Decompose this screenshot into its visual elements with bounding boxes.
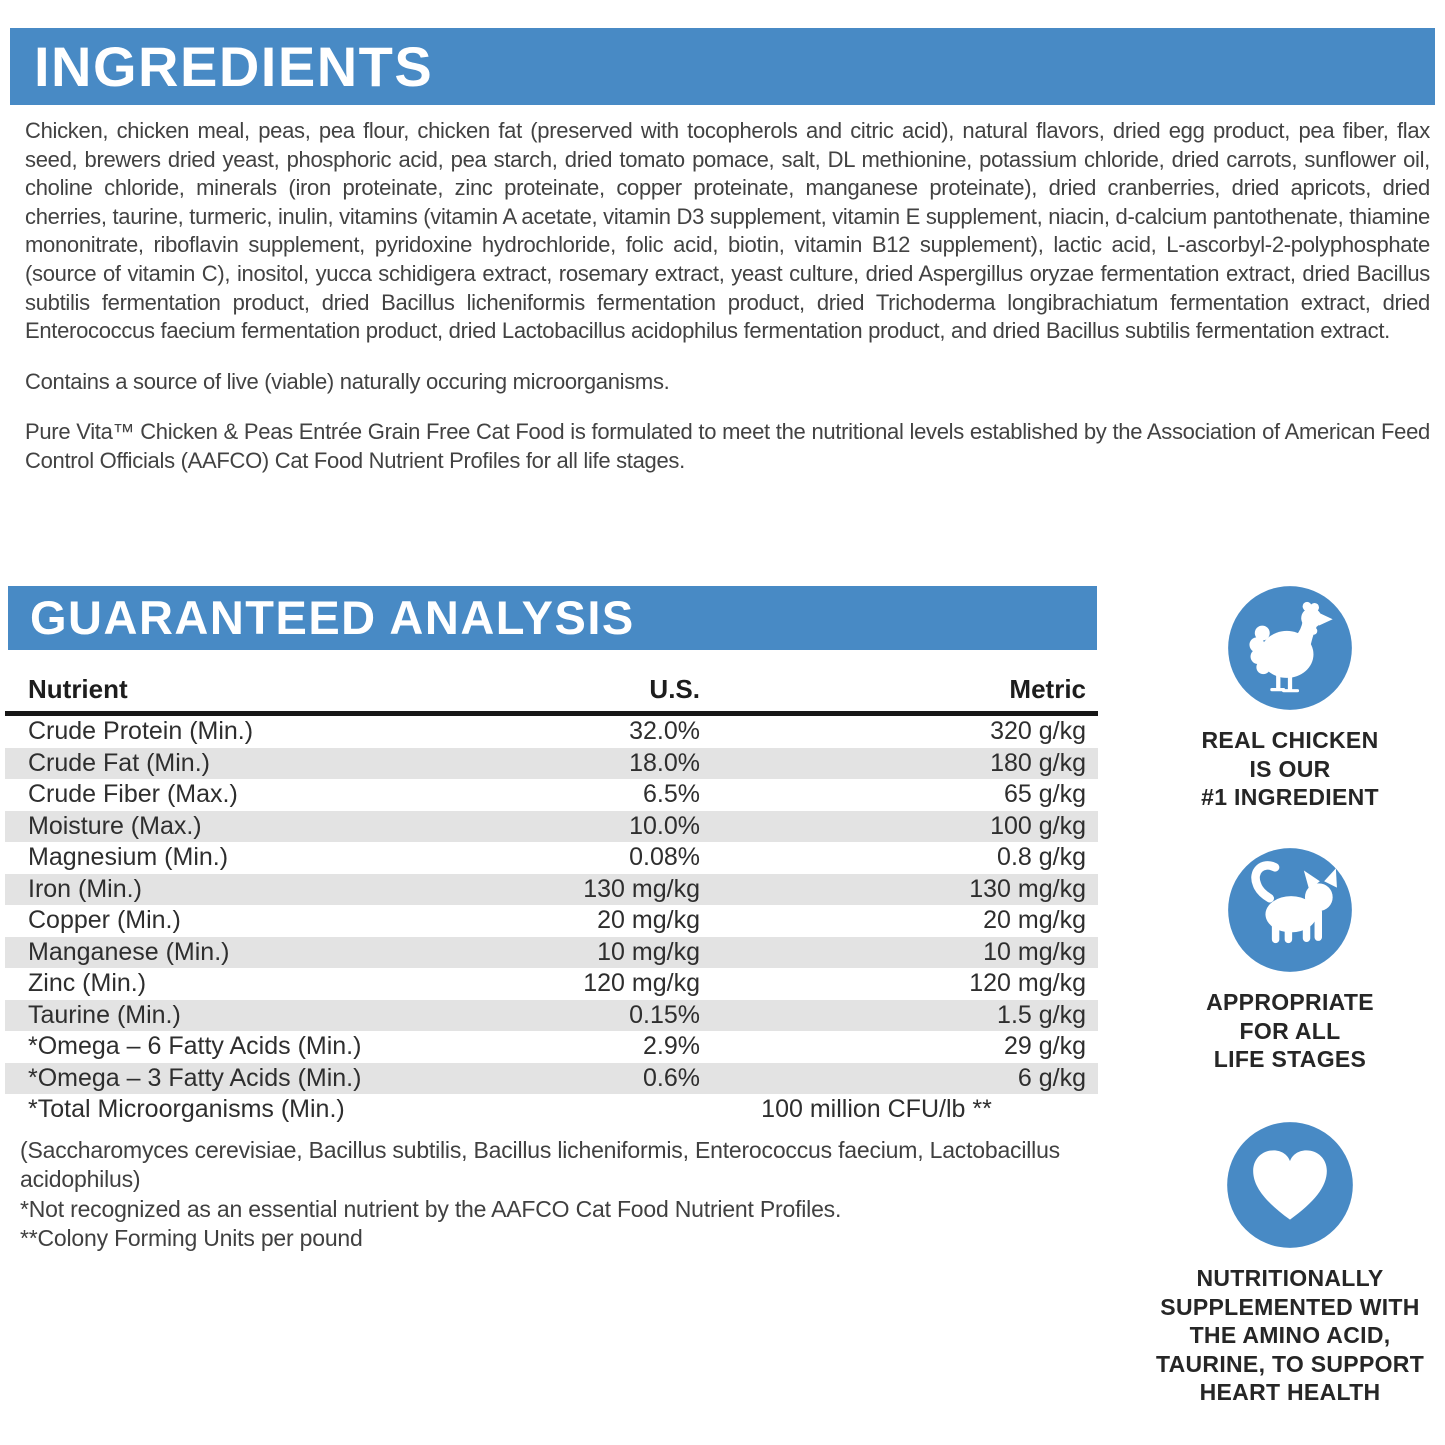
badge-real-chicken: REAL CHICKEN IS OUR #1 INGREDIENT <box>1135 584 1445 812</box>
analysis-footnotes: (Saccharomyces cerevisiae, Bacillus subt… <box>20 1136 1075 1254</box>
analysis-row: *Omega – 6 Fatty Acids (Min.) 2.9% 29 g/kg <box>5 1031 1098 1063</box>
nutrient-cell: *Omega – 3 Fatty Acids (Min.) <box>28 1063 362 1092</box>
guaranteed-analysis-table: Nutrient U.S. Metric Crude Protein (Min.… <box>5 674 1098 1126</box>
analysis-row: *Omega – 3 Fatty Acids (Min.) 0.6% 6 g/kg <box>5 1062 1098 1094</box>
nutrient-cell: Crude Fat (Min.) <box>28 748 210 777</box>
metric-value-cell: 0.8 g/kg <box>997 843 1086 871</box>
us-value-cell: 0.08% <box>629 843 700 871</box>
analysis-row: Crude Protein (Min.) 32.0% 320 g/kg <box>5 714 1098 748</box>
analysis-row: Copper (Min.) 20 mg/kg 20 mg/kg <box>5 905 1098 937</box>
ingredients-paragraph: Chicken, chicken meal, peas, pea flour, … <box>25 118 1430 344</box>
nutrient-cell: Iron (Min.) <box>28 874 142 903</box>
ingredients-title-bar: INGREDIENTS <box>10 28 1435 105</box>
metric-value-cell: 29 g/kg <box>1003 1032 1086 1060</box>
nutrient-cell: Copper (Min.) <box>28 906 181 934</box>
nutrient-cell: Magnesium (Min.) <box>28 843 229 871</box>
analysis-row: Moisture (Max.) 10.0% 100 g/kg <box>5 810 1098 842</box>
nutrient-cell: *Total Microorganisms (Min.) <box>28 1095 345 1123</box>
metric-value-cell: 1.5 g/kg <box>997 1000 1086 1029</box>
analysis-header-row: Nutrient U.S. Metric <box>5 674 1098 716</box>
metric-value-cell: 180 g/kg <box>990 748 1086 777</box>
us-value-cell: 0.15% <box>629 1000 700 1029</box>
footnote-not-recognized: *Not recognized as an essential nutrient… <box>20 1195 842 1222</box>
analysis-row: Zinc (Min.) 120 mg/kg 120 mg/kg <box>5 968 1098 1000</box>
column-header-us: U.S. <box>445 674 700 716</box>
nutrient-cell: Manganese (Min.) <box>28 937 230 966</box>
cat-icon <box>1228 848 1352 972</box>
analysis-row: Taurine (Min.) 0.15% 1.5 g/kg <box>5 999 1098 1031</box>
us-value-cell: 10 mg/kg <box>597 937 700 966</box>
nutrient-cell: Moisture (Max.) <box>28 811 202 840</box>
footnote-cfu: **Colony Forming Units per pound <box>20 1225 363 1251</box>
heart-icon <box>1227 1122 1353 1248</box>
badge-taurine-heart-health: NUTRITIONALLY SUPPLEMENTED WITH THE AMIN… <box>1135 1120 1445 1407</box>
us-value-cell: 2.9% <box>643 1032 700 1060</box>
us-value-cell: 20 mg/kg <box>597 906 700 934</box>
analysis-row: Crude Fiber (Max.) 6.5% 65 g/kg <box>5 779 1098 811</box>
us-value-cell: 18.0% <box>629 748 700 777</box>
chicken-icon <box>1228 586 1352 710</box>
us-value-cell: 10.0% <box>629 811 700 840</box>
badge-all-life-stages: APPROPRIATE FOR ALL LIFE STAGES <box>1135 846 1445 1074</box>
metric-value-cell: 65 g/kg <box>1003 780 1086 808</box>
analysis-row: *Total Microorganisms (Min.) 100 million … <box>5 1094 1098 1126</box>
analysis-row: Magnesium (Min.) 0.08% 0.8 g/kg <box>5 842 1098 874</box>
analysis-row: Crude Fat (Min.) 18.0% 180 g/kg <box>5 747 1098 779</box>
nutrient-cell: Crude Fiber (Max.) <box>28 780 238 808</box>
metric-value-cell: 100 g/kg <box>990 811 1086 840</box>
nutrient-cell: *Omega – 6 Fatty Acids (Min.) <box>28 1032 362 1060</box>
badge-caption-taurine-heart-health: NUTRITIONALLY SUPPLEMENTED WITH THE AMIN… <box>1155 1265 1425 1405</box>
badge-caption-real-chicken: REAL CHICKEN IS OUR #1 INGREDIENT <box>1201 727 1379 810</box>
badge-caption-all-life-stages: APPROPRIATE FOR ALL LIFE STAGES <box>1206 989 1374 1072</box>
metric-value-cell: 10 mg/kg <box>983 937 1086 966</box>
metric-value-cell: 320 g/kg <box>990 717 1086 745</box>
footnote-microorganism-species: (Saccharomyces cerevisiae, Bacillus subt… <box>20 1136 1060 1193</box>
us-value-cell: 120 mg/kg <box>583 969 700 997</box>
us-value-cell: 130 mg/kg <box>583 874 700 903</box>
metric-value-cell: 130 mg/kg <box>969 874 1086 903</box>
us-value-cell: 6.5% <box>643 780 700 808</box>
us-value-cell: 100 million CFU/lb ** <box>761 1095 992 1123</box>
metric-value-cell: 120 mg/kg <box>969 969 1086 997</box>
guaranteed-analysis-section: GUARANTEED ANALYSIS Nutrient U.S. Metric… <box>0 586 1110 1254</box>
metric-value-cell: 6 g/kg <box>1017 1063 1086 1092</box>
nutrient-cell: Zinc (Min.) <box>28 969 147 997</box>
analysis-row: Manganese (Min.) 10 mg/kg 10 mg/kg <box>5 936 1098 968</box>
nutrient-cell: Taurine (Min.) <box>28 1000 181 1029</box>
guaranteed-analysis-title-bar: GUARANTEED ANALYSIS <box>8 586 1097 650</box>
analysis-row: Iron (Min.) 130 mg/kg 130 mg/kg <box>5 873 1098 905</box>
nutrient-cell: Crude Protein (Min.) <box>28 717 254 745</box>
microorganisms-note: Contains a source of live (viable) natur… <box>25 368 670 394</box>
us-value-cell: 0.6% <box>643 1063 700 1092</box>
column-header-metric: Metric <box>700 674 1098 716</box>
ingredients-section: INGREDIENTS Chicken, chicken meal, peas,… <box>0 0 1445 476</box>
aafco-statement: Pure Vita™ Chicken & Peas Entrée Grain F… <box>25 419 1430 473</box>
us-value-cell: 32.0% <box>629 717 700 745</box>
column-header-nutrient: Nutrient <box>5 674 445 716</box>
metric-value-cell: 20 mg/kg <box>983 906 1086 934</box>
